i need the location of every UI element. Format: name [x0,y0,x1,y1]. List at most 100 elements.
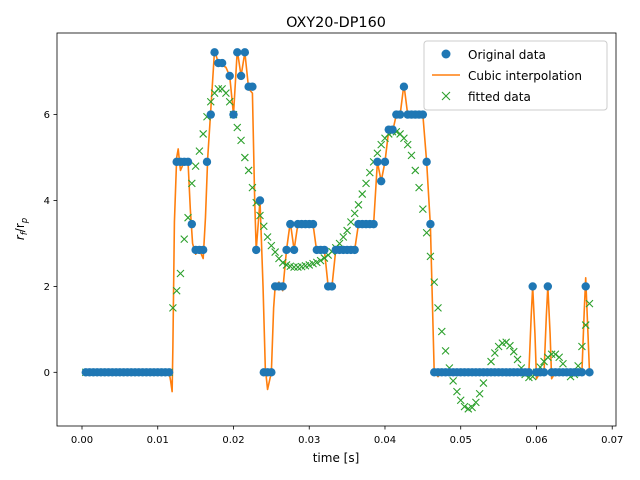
fitted-data-point [256,211,264,220]
fitted-data-point [354,200,363,209]
fitted-data-point [222,89,230,98]
fitted-data-point [233,123,242,132]
original-data-point [399,82,409,91]
y-axis-label: rf/rp [13,218,30,240]
fitted-data-point [434,303,442,312]
chart-title: OXY20-DP160 [286,15,386,31]
original-data-point [278,282,287,291]
fitted-data-point [403,140,412,149]
original-data-point [217,58,227,68]
fitted-data-point [316,256,325,265]
fitted-data-point [259,222,268,231]
original-data-point [183,157,193,167]
fitted-data-point [347,218,355,226]
fitted-data-point [441,346,450,355]
fitted-data-point [426,252,435,261]
original-data-point [225,71,234,81]
original-data-point [240,48,250,57]
fitted-data-point [290,263,298,271]
original-data-point [286,219,295,229]
fitted-data-point [339,233,348,241]
x-tick-label: 0.03 [298,435,320,446]
y-tick-label: 2 [44,282,50,293]
fitted-data-point [418,205,427,213]
original-data-point [581,282,590,291]
x-tick-label: 0.07 [601,435,623,446]
series-0 [81,48,594,377]
fitted-data-point [358,190,367,198]
x-tick-label: 0.00 [71,435,93,446]
x-tick-label: 0.05 [450,435,472,446]
legend-label-cubic: Cubic interpolation [468,69,582,83]
y-tick-label: 4 [44,196,50,207]
original-data-point [236,71,246,81]
original-data-point [320,245,329,255]
original-data-point [577,368,587,377]
fitted-data-point [578,342,586,351]
fitted-data-point [248,183,257,192]
original-data-point [395,110,405,119]
y-axis: 0 2 4 6 [44,110,57,379]
fitted-data-point [263,233,272,241]
fitted-data-point [456,396,465,405]
fitted-data-point [453,387,461,396]
fitted-data-point [415,183,423,192]
fitted-data-point [343,226,351,235]
original-data-point [210,48,219,57]
original-data-point [252,245,261,255]
fitted-data-point [513,355,522,364]
fitted-data-point [365,168,374,177]
x-tick-label: 0.01 [147,435,169,446]
fitted-data-point [460,402,469,411]
original-data-point [350,245,359,255]
fitted-data-point [278,258,287,267]
y-tick-label: 0 [44,368,50,379]
original-data-point [524,368,534,377]
original-data-point [164,368,174,377]
plot-series-layer [81,48,594,413]
fitted-data-point [407,151,416,160]
fitted-data-point [555,353,564,362]
fitted-data-point [169,303,177,312]
x-tick-label: 0.04 [374,435,396,446]
fitted-data-point [475,389,484,398]
fitted-data-point [581,321,590,329]
original-data-point [422,157,431,167]
fitted-data-point [172,286,181,295]
original-data-point [539,368,549,377]
original-data-point [585,368,594,377]
fitted-data-point [180,235,189,244]
original-data-point [233,48,242,57]
fitted-data-point [479,379,488,387]
original-data-point [198,245,208,255]
fitted-data-point [176,269,185,278]
fitted-data-point [373,149,382,158]
fitted-data-point [240,153,249,162]
original-data-point [308,219,318,229]
original-data-point [376,176,386,186]
legend-marker-original [441,49,451,59]
original-data-point [543,282,553,291]
x-axis: 0.00 0.01 0.02 0.03 0.04 0.05 0.06 0.07 [71,426,623,446]
fitted-data-point [422,228,431,237]
original-data-point [373,157,382,167]
fitted-data-point [191,162,200,171]
x-tick-label: 0.02 [222,435,244,446]
fitted-data-point [430,278,439,287]
fitted-data-point [468,403,476,412]
fitted-data-point [449,377,458,385]
original-data-point [206,110,215,119]
legend-label-original: Original data [468,48,546,62]
fitted-data-point [400,134,408,143]
original-data-point [369,219,378,229]
fitted-data-point [312,258,321,267]
x-axis-label: time [s] [313,451,360,465]
fitted-data-point [206,97,215,106]
fitted-data-point [574,361,583,370]
fitted-data-point [335,239,344,248]
original-data-point [388,125,397,134]
original-data-point [327,282,337,291]
fitted-data-point [267,241,276,250]
original-data-point [248,82,257,91]
